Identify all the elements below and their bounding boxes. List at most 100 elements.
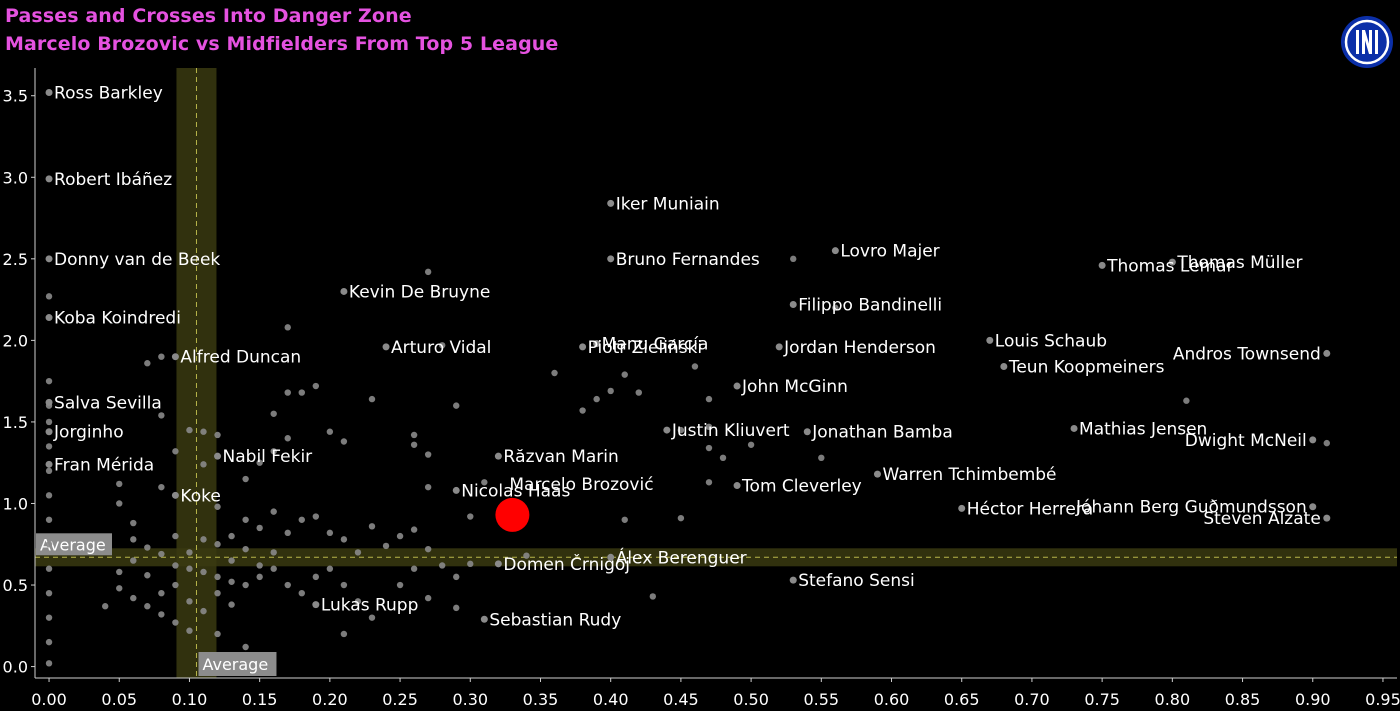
data-point — [200, 428, 207, 435]
data-point — [593, 395, 600, 403]
point-label: Nicolas Haas — [461, 481, 570, 501]
data-point — [214, 630, 221, 638]
data-point — [467, 560, 474, 568]
data-point — [354, 598, 362, 605]
data-point — [102, 603, 109, 610]
data-point — [200, 607, 207, 615]
point-label: Ross Barkley — [54, 83, 163, 103]
data-point — [579, 343, 587, 351]
data-point — [326, 428, 334, 435]
point-label: Alfred Duncan — [180, 348, 301, 368]
point-label: John McGinn — [741, 377, 848, 397]
data-point — [494, 560, 502, 568]
highlight-point-label: Marcelo Brozović — [509, 475, 653, 495]
average-y-band — [35, 548, 1397, 567]
point-label: Thomas Müller — [1176, 253, 1302, 273]
data-point — [144, 572, 151, 579]
point-label: Jorginho — [53, 423, 124, 443]
data-point — [1070, 424, 1078, 432]
data-point — [200, 461, 207, 468]
data-point — [649, 593, 657, 600]
average-y-label-text: Average — [40, 535, 106, 554]
x-tick-label: 0.85 — [1225, 690, 1261, 709]
data-point — [453, 573, 460, 581]
data-point — [410, 526, 418, 533]
x-tick-label: 0.50 — [733, 690, 769, 709]
data-point — [45, 516, 53, 523]
data-point — [424, 545, 432, 553]
data-point — [579, 407, 586, 414]
highlight-point — [495, 497, 530, 532]
data-point — [312, 513, 320, 520]
data-point — [158, 550, 165, 558]
point-label: Tom Cleverley — [741, 477, 862, 497]
y-tick-label: 0.0 — [3, 658, 28, 677]
data-point — [298, 589, 305, 597]
data-point — [171, 353, 179, 361]
data-point — [214, 503, 221, 510]
data-point — [326, 529, 334, 537]
data-point — [186, 549, 193, 556]
point-label: Robert Ibáñez — [54, 170, 172, 190]
data-point — [340, 581, 348, 589]
data-point — [1309, 503, 1317, 511]
data-point — [144, 360, 151, 367]
average-y-label-box — [36, 533, 112, 556]
point-label: Warren Tchimbembé — [882, 465, 1056, 485]
data-point — [789, 300, 797, 308]
data-point — [45, 589, 53, 597]
data-point — [45, 418, 53, 426]
data-point — [382, 343, 390, 351]
x-tick-label: 0.30 — [452, 690, 488, 709]
x-tick-label: 0.75 — [1084, 690, 1120, 709]
data-point — [158, 589, 165, 597]
data-point — [733, 482, 741, 490]
point-label: Koke — [180, 486, 220, 506]
data-point — [368, 614, 376, 621]
data-point — [312, 601, 320, 609]
data-point — [228, 557, 235, 564]
data-point — [438, 342, 446, 349]
data-point — [45, 492, 53, 499]
data-point — [424, 268, 432, 276]
data-point — [158, 353, 165, 360]
data-point — [481, 479, 488, 486]
data-point — [368, 395, 376, 403]
point-label: Manu García — [602, 335, 709, 355]
average-x-label: Average — [198, 652, 277, 676]
data-point — [172, 619, 179, 626]
x-tick-label: 0.05 — [101, 690, 137, 709]
inter-milan-crest-icon — [1341, 16, 1393, 68]
point-label: Nabil Fekir — [223, 447, 313, 467]
data-point — [45, 428, 53, 436]
point-label: Salva Sevilla — [54, 393, 162, 413]
x-tick-label: 0.60 — [874, 690, 910, 709]
data-point — [831, 247, 839, 255]
data-point — [1183, 397, 1190, 404]
data-point — [607, 199, 615, 207]
data-point — [186, 565, 193, 572]
data-point — [242, 516, 249, 523]
data-point — [438, 562, 446, 569]
data-point — [256, 562, 263, 569]
average-y-label: Average — [36, 533, 112, 556]
data-point — [172, 448, 179, 455]
data-point — [1000, 362, 1008, 370]
average-x-label-box — [198, 652, 277, 676]
average-x-label-text: Average — [202, 655, 268, 674]
data-point — [593, 340, 601, 348]
point-label: Fran Mérida — [54, 455, 154, 475]
data-point — [284, 529, 291, 537]
x-tick-label: 0.45 — [663, 690, 699, 709]
point-label: Donny van de Beek — [54, 250, 220, 270]
data-point — [270, 549, 277, 556]
point-label: Teun Koopmeiners — [1008, 357, 1165, 377]
data-point — [284, 435, 291, 442]
data-point — [789, 576, 797, 584]
data-point — [298, 389, 305, 396]
point-label: Mathias Jensen — [1079, 419, 1207, 439]
data-point — [705, 423, 713, 431]
data-point — [45, 638, 53, 646]
data-point — [1323, 439, 1330, 447]
point-label: Thomas Lemar — [1106, 256, 1233, 276]
